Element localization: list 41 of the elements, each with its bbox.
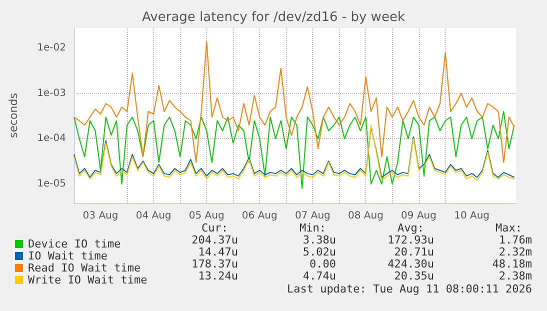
text: 178.37u bbox=[192, 258, 238, 270]
x-tick-label: 04 Aug bbox=[136, 210, 172, 222]
line-series bbox=[74, 41, 515, 163]
x-tick-label: 03 Aug bbox=[82, 210, 118, 222]
x-tick-label: 09 Aug bbox=[401, 210, 436, 222]
text: 14.47u bbox=[198, 246, 238, 258]
text: 2.32m bbox=[498, 246, 532, 258]
text: Avg: bbox=[398, 222, 424, 234]
text: 5.02u bbox=[302, 246, 336, 258]
line-series bbox=[74, 110, 515, 189]
text: Max: bbox=[496, 222, 522, 234]
text: 20.71u bbox=[394, 246, 434, 258]
text: 20.35u bbox=[394, 270, 434, 282]
text: 2.38m bbox=[498, 270, 532, 282]
text: 13.24u bbox=[198, 270, 238, 282]
text: Last update: Tue Aug 11 08:00:11 2026 bbox=[286, 282, 532, 296]
text: 1.76m bbox=[498, 234, 532, 246]
y-tick-label: 1e-05 bbox=[37, 178, 66, 190]
x-tick-label: 08 Aug bbox=[348, 210, 384, 222]
text: 172.93u bbox=[388, 234, 434, 246]
x-tick-label: 07 Aug bbox=[294, 210, 330, 222]
x-tick-label: 05 Aug bbox=[188, 210, 224, 222]
text: 0.00 bbox=[310, 258, 336, 270]
text: 3.38u bbox=[302, 234, 336, 246]
legend-label: IO Wait time bbox=[28, 250, 108, 262]
text: Cur: bbox=[202, 222, 228, 234]
y-tick-label: 1e-03 bbox=[37, 88, 66, 99]
text: 48.18m bbox=[492, 258, 532, 270]
y-tick-label: 1e-04 bbox=[37, 133, 66, 144]
text: 424.30u bbox=[388, 258, 434, 270]
chart-title: Average latency for /dev/zd16 - by week bbox=[142, 10, 406, 25]
text: Min: bbox=[300, 222, 326, 234]
legend-label: Device IO time bbox=[28, 238, 121, 250]
text: 4.74u bbox=[302, 270, 336, 282]
y-axis-title: seconds bbox=[7, 92, 20, 138]
y-tick-label: 1e-02 bbox=[37, 42, 66, 54]
x-tick-label: 10 Aug bbox=[454, 210, 490, 222]
text: 204.37u bbox=[192, 234, 238, 246]
legend-label: Read IO Wait time bbox=[28, 262, 141, 274]
legend-label: Write IO Wait time bbox=[28, 274, 148, 286]
x-tick-label: 06 Aug bbox=[242, 210, 278, 222]
